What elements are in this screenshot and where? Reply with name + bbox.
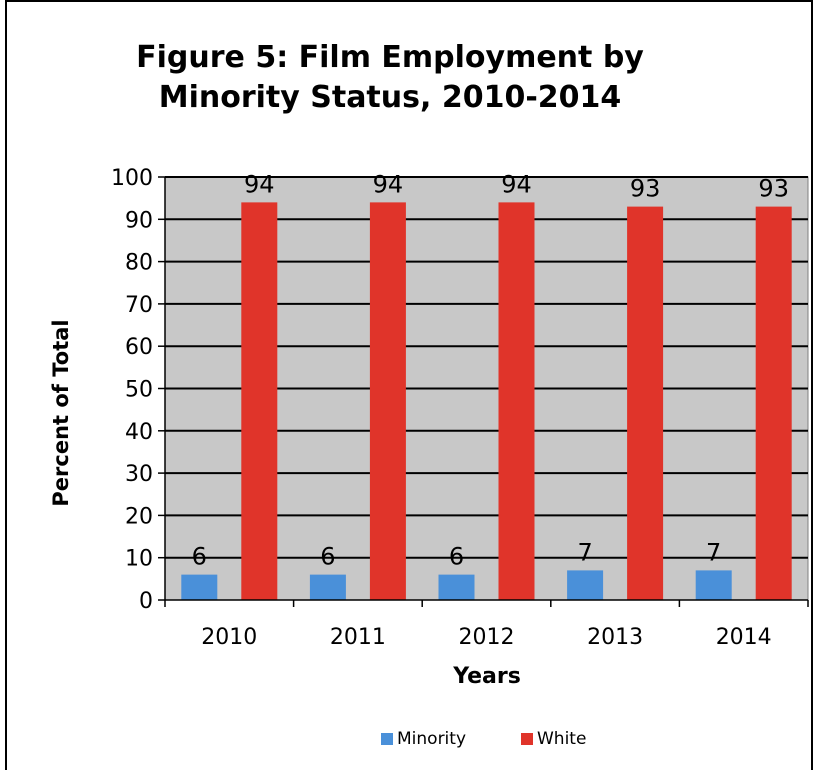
data-label-white: 94 — [501, 170, 532, 198]
x-tick-label: 2014 — [716, 625, 772, 650]
bar-minority — [438, 574, 475, 600]
bar-minority — [309, 574, 346, 600]
x-axis: 2010 2011 2012 2013 2014 — [164, 599, 809, 650]
data-label-white: 94 — [244, 170, 275, 198]
bar-white — [369, 202, 406, 600]
y-tick-label: 60 — [125, 335, 153, 360]
legend: Minority White — [381, 729, 586, 749]
y-tick-label: 0 — [139, 589, 153, 614]
bar-white — [498, 202, 535, 600]
chart-title: Figure 5: Film Employment by Minority St… — [60, 38, 720, 118]
y-tick-label: 50 — [125, 378, 153, 403]
y-axis: 0 10 20 30 40 50 60 70 80 90 100 — [111, 166, 166, 614]
data-label-white: 93 — [758, 175, 789, 203]
bar-white — [627, 206, 664, 601]
y-tick-label: 10 — [125, 547, 153, 572]
x-axis-title: Years — [452, 664, 521, 689]
data-label-minority: 6 — [192, 543, 207, 571]
y-tick-label: 100 — [111, 166, 153, 191]
legend-swatch-white — [521, 733, 533, 745]
chart-title-line-2: Minority Status, 2010-2014 — [158, 79, 622, 115]
bars — [181, 202, 792, 601]
bar-minority — [181, 574, 218, 600]
y-tick-label: 30 — [125, 462, 153, 487]
x-tick-label: 2012 — [459, 625, 515, 650]
bar-white — [755, 206, 792, 601]
chart-title-line-1: Figure 5: Film Employment by — [136, 40, 644, 75]
data-label-minority: 6 — [320, 543, 335, 571]
legend-label-minority: Minority — [397, 729, 466, 749]
data-label-minority: 7 — [706, 538, 721, 566]
chart-frame — [5, 0, 813, 770]
y-axis-title: Percent of Total — [49, 319, 73, 506]
data-label-minority: 6 — [449, 543, 464, 571]
x-tick-label: 2013 — [587, 625, 643, 650]
y-tick-label: 80 — [125, 251, 153, 276]
y-tick-label: 40 — [125, 420, 153, 445]
y-tick-label: 90 — [125, 208, 153, 233]
legend-swatch-minority — [381, 733, 393, 745]
y-tick-label: 70 — [125, 293, 153, 318]
x-tick-label: 2010 — [201, 625, 257, 650]
bar-minority — [567, 570, 604, 600]
y-tick-label: 20 — [125, 504, 153, 529]
bar-white — [241, 202, 278, 600]
data-label-white: 93 — [630, 175, 661, 203]
legend-label-white: White — [537, 729, 586, 749]
bar-minority — [695, 570, 732, 600]
x-tick-label: 2011 — [330, 625, 386, 650]
data-label-minority: 7 — [577, 538, 592, 566]
data-labels: 6 94 6 94 6 94 7 93 7 93 — [192, 170, 789, 570]
data-label-white: 94 — [373, 170, 404, 198]
